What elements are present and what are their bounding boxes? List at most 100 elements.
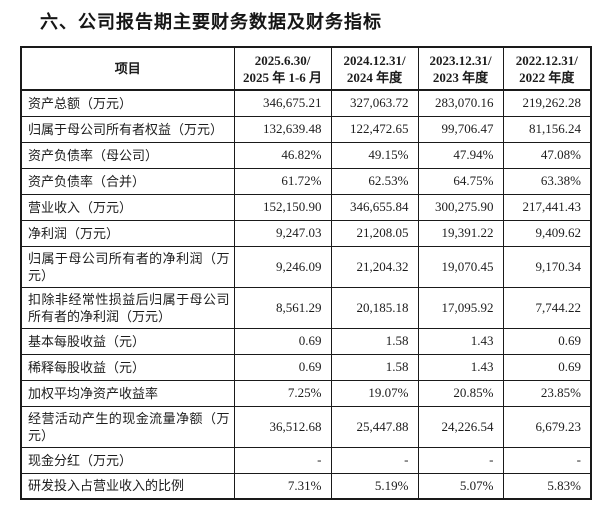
table-row-basic-eps: 基本每股收益（元） 0.69 1.58 1.43 0.69	[20, 327, 592, 355]
value-cell: 283,070.16	[417, 89, 504, 117]
row-label: 现金分红（万元）	[20, 446, 235, 474]
table-row-cash-dividend: 现金分红（万元） - - - -	[20, 446, 592, 474]
value-cell: 9,246.09	[233, 245, 332, 288]
value-cell: 6,679.23	[502, 405, 592, 448]
value-cell: 7.31%	[233, 472, 332, 500]
value-cell: 1.58	[330, 353, 419, 381]
value-cell: 0.69	[502, 327, 592, 355]
value-cell: 1.58	[330, 327, 419, 355]
value-cell: 21,208.05	[330, 219, 419, 247]
page-title: 六、公司报告期主要财务数据及财务指标	[40, 12, 382, 32]
financial-data-table: 项目 2025.6.30/ 2025 年 1-6 月 2024.12.31/ 2…	[20, 46, 592, 500]
value-cell: 24,226.54	[417, 405, 504, 448]
header-item-column: 项目	[20, 46, 235, 91]
value-cell: 327,063.72	[330, 89, 419, 117]
value-cell: 25,447.88	[330, 405, 419, 448]
value-cell: 99,706.47	[417, 115, 504, 143]
table-row-rd-revenue-ratio: 研发投入占营业收入的比例 7.31% 5.19% 5.07% 5.83%	[20, 472, 592, 500]
value-cell: 49.15%	[330, 141, 419, 169]
row-label: 归属于母公司所有者权益（万元）	[20, 115, 235, 143]
value-cell: 122,472.65	[330, 115, 419, 143]
header-period-line2: 2025 年 1-6 月	[242, 69, 323, 85]
value-cell: 5.19%	[330, 472, 419, 500]
value-cell: 20.85%	[417, 379, 504, 407]
header-period-line2: 2022 年度	[519, 69, 575, 85]
row-label: 资产负债率（合并）	[20, 167, 235, 195]
value-cell: 21,204.32	[330, 245, 419, 288]
value-cell: 9,409.62	[502, 219, 592, 247]
table-row-operating-cash-flow: 经营活动产生的现金流量净额（万元） 36,512.68 25,447.88 24…	[20, 405, 592, 448]
value-cell: 9,247.03	[233, 219, 332, 247]
row-label: 资产负债率（母公司）	[20, 141, 235, 169]
value-cell: 0.69	[502, 353, 592, 381]
table-row-total-assets: 资产总额（万元） 346,675.21 327,063.72 283,070.1…	[20, 89, 592, 117]
value-cell: 7,744.22	[502, 286, 592, 329]
value-cell: 300,275.90	[417, 193, 504, 221]
row-label: 扣除非经常性损益后归属于母公司所有者的净利润（万元）	[20, 286, 235, 329]
value-cell: 62.53%	[330, 167, 419, 195]
value-cell: 63.38%	[502, 167, 592, 195]
table-header-row: 项目 2025.6.30/ 2025 年 1-6 月 2024.12.31/ 2…	[20, 46, 592, 91]
value-cell: 1.43	[417, 327, 504, 355]
table-row-net-profit-deducted: 扣除非经常性损益后归属于母公司所有者的净利润（万元） 8,561.29 20,1…	[20, 286, 592, 329]
table-row-net-profit: 净利润（万元） 9,247.03 21,208.05 19,391.22 9,4…	[20, 219, 592, 247]
value-cell: 5.07%	[417, 472, 504, 500]
header-period-line1: 2023.12.31/	[429, 52, 492, 68]
value-cell: 1.43	[417, 353, 504, 381]
value-cell: 19,391.22	[417, 219, 504, 247]
value-cell: 152,150.90	[233, 193, 332, 221]
table-row-debt-ratio-consolidated: 资产负债率（合并） 61.72% 62.53% 64.75% 63.38%	[20, 167, 592, 195]
value-cell: -	[502, 446, 592, 474]
row-label: 加权平均净资产收益率	[20, 379, 235, 407]
row-label: 稀释每股收益（元）	[20, 353, 235, 381]
value-cell: 19,070.45	[417, 245, 504, 288]
header-period-line1: 2025.6.30/	[254, 52, 311, 68]
value-cell: 9,170.34	[502, 245, 592, 288]
value-cell: 0.69	[233, 353, 332, 381]
row-label: 归属于母公司所有者的净利润（万元）	[20, 245, 235, 288]
value-cell: 61.72%	[233, 167, 332, 195]
value-cell: 7.25%	[233, 379, 332, 407]
header-period-column-2025: 2025.6.30/ 2025 年 1-6 月	[233, 46, 332, 91]
table-row-weighted-roe: 加权平均净资产收益率 7.25% 19.07% 20.85% 23.85%	[20, 379, 592, 407]
value-cell: 47.08%	[502, 141, 592, 169]
row-label: 经营活动产生的现金流量净额（万元）	[20, 405, 235, 448]
value-cell: 19.07%	[330, 379, 419, 407]
header-period-column-2024: 2024.12.31/ 2024 年度	[330, 46, 419, 91]
value-cell: -	[417, 446, 504, 474]
value-cell: 20,185.18	[330, 286, 419, 329]
value-cell: -	[330, 446, 419, 474]
value-cell: 5.83%	[502, 472, 592, 500]
table-row-diluted-eps: 稀释每股收益（元） 0.69 1.58 1.43 0.69	[20, 353, 592, 381]
value-cell: 17,095.92	[417, 286, 504, 329]
header-period-column-2022: 2022.12.31/ 2022 年度	[502, 46, 592, 91]
header-period-line1: 2022.12.31/	[515, 52, 578, 68]
table-row-operating-revenue: 营业收入（万元） 152,150.90 346,655.84 300,275.9…	[20, 193, 592, 221]
value-cell: 217,441.43	[502, 193, 592, 221]
value-cell: 132,639.48	[233, 115, 332, 143]
row-label: 研发投入占营业收入的比例	[20, 472, 235, 500]
header-period-column-2023: 2023.12.31/ 2023 年度	[417, 46, 504, 91]
value-cell: 23.85%	[502, 379, 592, 407]
value-cell: 346,655.84	[330, 193, 419, 221]
row-label: 营业收入（万元）	[20, 193, 235, 221]
header-period-line2: 2023 年度	[432, 69, 489, 85]
value-cell: 36,512.68	[233, 405, 332, 448]
header-period-line2: 2024 年度	[346, 69, 403, 85]
value-cell: 219,262.28	[502, 89, 592, 117]
row-label: 净利润（万元）	[20, 219, 235, 247]
row-label: 资产总额（万元）	[20, 89, 235, 117]
value-cell: 47.94%	[417, 141, 504, 169]
row-label: 基本每股收益（元）	[20, 327, 235, 355]
value-cell: 81,156.24	[502, 115, 592, 143]
value-cell: -	[233, 446, 332, 474]
value-cell: 346,675.21	[233, 89, 332, 117]
table-row-debt-ratio-parent: 资产负债率（母公司） 46.82% 49.15% 47.94% 47.08%	[20, 141, 592, 169]
value-cell: 46.82%	[233, 141, 332, 169]
table-row-net-profit-parent: 归属于母公司所有者的净利润（万元） 9,246.09 21,204.32 19,…	[20, 245, 592, 288]
value-cell: 64.75%	[417, 167, 504, 195]
value-cell: 8,561.29	[233, 286, 332, 329]
value-cell: 0.69	[233, 327, 332, 355]
table-row-parent-equity: 归属于母公司所有者权益（万元） 132,639.48 122,472.65 99…	[20, 115, 592, 143]
